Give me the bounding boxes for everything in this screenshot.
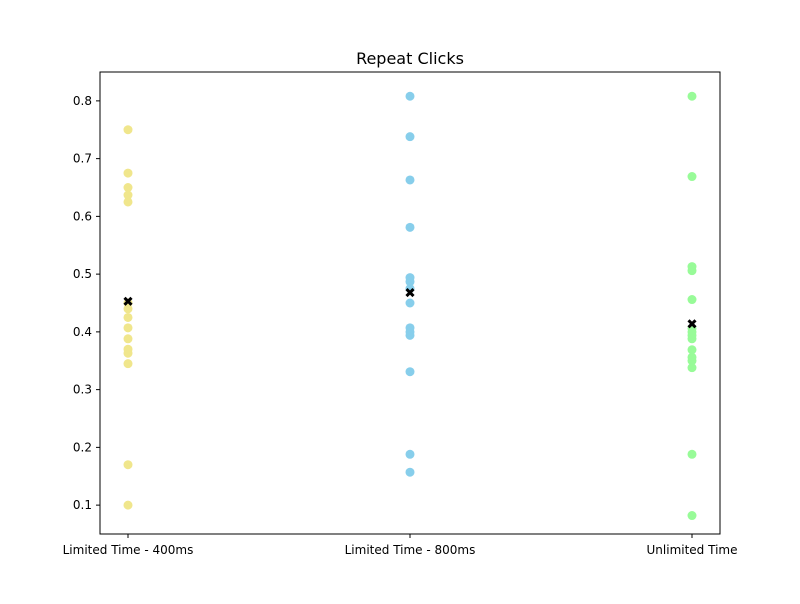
x-tick-label: Unlimited Time	[647, 543, 738, 557]
x-tick-label: Limited Time - 800ms	[345, 543, 476, 557]
data-point	[405, 91, 415, 101]
data-point	[123, 304, 133, 314]
data-point	[687, 295, 697, 305]
data-point	[405, 175, 415, 185]
data-point	[687, 91, 697, 101]
data-point	[687, 172, 697, 182]
data-point	[123, 348, 133, 358]
mean-marker	[687, 319, 697, 329]
data-point	[687, 511, 697, 521]
data-point	[123, 359, 133, 369]
data-point	[687, 449, 697, 459]
data-point	[687, 334, 697, 344]
data-point	[123, 197, 133, 207]
data-point	[687, 266, 697, 276]
data-point	[123, 190, 133, 200]
y-tick-label: 0.8	[73, 94, 92, 108]
x-axis: Limited Time - 400ms Limited Time - 800ms…	[63, 534, 738, 557]
chart-title: Repeat Clicks	[356, 49, 464, 68]
y-tick-label: 0.6	[73, 209, 92, 223]
data-point	[405, 277, 415, 287]
data-point	[123, 125, 133, 135]
data-point	[687, 356, 697, 366]
mean-marker	[123, 296, 133, 306]
data-point	[123, 500, 133, 510]
data-point	[405, 222, 415, 232]
y-tick-label: 0.1	[73, 498, 92, 512]
mean-marker	[405, 288, 415, 298]
points-layer	[123, 91, 697, 521]
data-point	[123, 460, 133, 470]
x-tick-label: Limited Time - 400ms	[63, 543, 194, 557]
data-point	[405, 132, 415, 142]
y-axis: 0.1 0.2 0.3 0.4 0.5 0.6 0.7 0.8	[73, 94, 100, 512]
data-point	[405, 330, 415, 340]
plot-area-frame	[99, 71, 721, 535]
data-point	[123, 168, 133, 178]
data-point	[405, 367, 415, 377]
y-tick-label: 0.2	[73, 440, 92, 454]
data-point	[405, 298, 415, 308]
y-tick-label: 0.3	[73, 383, 92, 397]
data-point	[123, 334, 133, 344]
data-point	[123, 183, 133, 192]
data-point	[405, 467, 415, 477]
y-tick-label: 0.4	[73, 325, 92, 339]
data-point	[123, 323, 133, 333]
means-layer	[123, 288, 697, 329]
data-point	[687, 345, 697, 355]
data-point	[405, 449, 415, 459]
data-point	[687, 363, 697, 373]
y-tick-label: 0.7	[73, 152, 92, 166]
y-tick-label: 0.5	[73, 267, 92, 281]
data-point	[123, 312, 133, 322]
